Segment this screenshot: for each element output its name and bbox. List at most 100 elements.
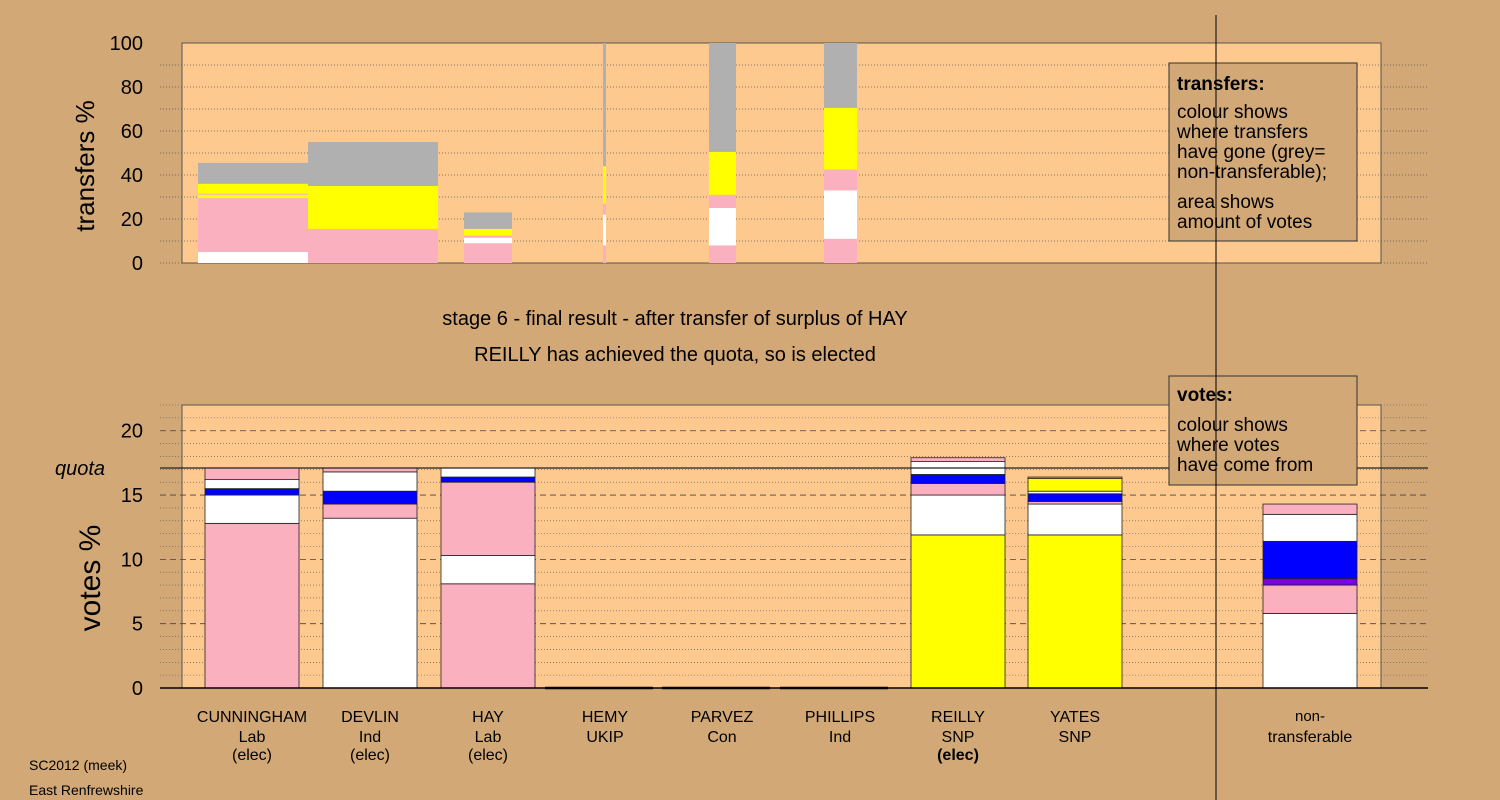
vote-bar-segment — [204, 488, 300, 496]
transfer-bar-segment — [308, 186, 438, 229]
votes-legend-line: have come from — [1177, 455, 1313, 476]
transfers-tick-label: 60 — [121, 121, 143, 143]
votes-legend-box — [1168, 375, 1358, 486]
vote-bar-segment — [440, 555, 536, 585]
transfers-legend-title: transfers: — [1177, 74, 1265, 95]
quota-label: quota — [55, 458, 105, 480]
vote-bar-segment — [1262, 513, 1358, 542]
transfer-bar-segment — [603, 203, 606, 215]
votes-legend-line: where votes — [1176, 435, 1279, 456]
votes-tick-label: 10 — [121, 549, 143, 571]
candidate-name-label: PHILLIPS — [805, 709, 875, 726]
vote-bar-segment — [910, 534, 1006, 689]
transfer-bar-segment — [709, 208, 736, 246]
vote-bar-segment — [440, 583, 536, 689]
vote-bar-segment — [204, 467, 300, 481]
transfers-tick-label: 0 — [132, 253, 143, 275]
transfers-legend-line: amount of votes — [1177, 212, 1312, 233]
vote-bar-segment — [440, 481, 536, 556]
vote-bar-segment — [1262, 540, 1358, 580]
votes-axis-label: votes % — [74, 525, 107, 632]
vote-bar-segment — [910, 494, 1006, 536]
transfers-legend-line: area shows — [1177, 192, 1274, 213]
vote-bar-segment — [1027, 503, 1123, 536]
transfer-bar-segment — [198, 198, 308, 252]
candidate-name-label: PARVEZ — [691, 709, 754, 726]
transfer-bar-segment — [464, 212, 512, 229]
candidate-name-label: HAY — [472, 709, 504, 726]
transfer-bar-segment — [824, 238, 857, 263]
vote-bar-segment — [322, 517, 418, 689]
vote-bar-segment — [1027, 477, 1123, 492]
vote-bar-segment — [204, 494, 300, 524]
candidate-party-label: Lab — [475, 729, 502, 746]
transfer-bar-segment — [464, 228, 512, 236]
vote-bar-segment — [322, 471, 418, 492]
transfer-bar-segment — [308, 142, 438, 186]
transfer-bar-segment — [709, 151, 736, 195]
candidate-name-label: YATES — [1050, 709, 1100, 726]
votes-tick-label: 15 — [121, 485, 143, 507]
candidate-name-label: transferable — [1268, 729, 1353, 746]
transfers-legend-box — [1168, 62, 1358, 242]
transfer-bar-segment — [198, 193, 308, 195]
candidate-name-label: non- — [1295, 708, 1325, 725]
vote-bar-segment — [910, 457, 1006, 462]
transfer-bar-segment — [603, 166, 606, 204]
transfer-bar-segment — [824, 169, 857, 191]
transfers-legend-line: where transfers — [1176, 122, 1308, 143]
transfer-bar-segment — [709, 43, 736, 152]
vote-bar-segment — [204, 479, 300, 490]
candidate-party-label: SNP — [1059, 729, 1092, 746]
transfers-panel: 0 20 40 60 80 100 transfers % transfers: colour … — [70, 33, 1428, 366]
transfers-legend-line: have gone (grey= — [1177, 142, 1325, 163]
votes-tick-label: 20 — [121, 421, 143, 443]
vote-bar-segment — [440, 476, 536, 483]
vote-bar-segment — [1262, 578, 1358, 586]
transfer-bar-segment — [824, 107, 857, 170]
candidate-party-label: Con — [707, 729, 736, 746]
candidate-party-label: UKIP — [586, 729, 623, 746]
candidate-status-label: (elec) — [232, 747, 272, 764]
vote-bar-segment — [322, 503, 418, 519]
candidate-status-label: (elec) — [937, 747, 979, 764]
chart-subtitle: REILLY has achieved the quota, so is ele… — [474, 344, 876, 366]
vote-bar-segment — [1262, 612, 1358, 689]
candidate-name-label: CUNNINGHAM — [197, 709, 307, 726]
transfer-bar-segment — [824, 43, 857, 108]
candidate-name-label: REILLY — [931, 709, 985, 726]
transfer-bar-segment — [198, 194, 308, 199]
candidate-party-label: Lab — [239, 729, 266, 746]
transfers-tick-label: 100 — [110, 33, 143, 55]
votes-tick-label: 0 — [132, 678, 143, 700]
transfers-legend-line: colour shows — [1177, 102, 1288, 123]
vote-bar-segment — [1262, 584, 1358, 614]
transfer-bar-segment — [824, 190, 857, 239]
vote-bar-segment — [1027, 476, 1123, 479]
source-note: SC2012 (meek) — [29, 757, 128, 773]
candidate-name-label: DEVLIN — [341, 709, 399, 726]
transfers-tick-label: 80 — [121, 77, 143, 99]
transfers-tick-label: 40 — [121, 165, 143, 187]
vote-bar-segment — [910, 483, 1006, 496]
transfer-bar-segment — [198, 183, 308, 194]
vote-bar-segment — [322, 490, 418, 505]
transfers-axis-label: transfers % — [70, 100, 100, 232]
vote-bar-segment — [204, 522, 300, 689]
vote-bar-segment — [440, 467, 536, 478]
vote-bar-segment — [1262, 503, 1358, 515]
transfers-tick-label: 20 — [121, 209, 143, 231]
chart-title: stage 6 - final result - after transfer … — [442, 308, 907, 330]
votes-legend-line: colour shows — [1177, 415, 1288, 436]
transfer-bar-segment — [198, 252, 308, 263]
transfer-bar-segment — [709, 245, 736, 263]
transfers-legend-line: non-transferable); — [1177, 162, 1327, 183]
candidate-party-label: Ind — [829, 729, 851, 746]
candidate-party-label: SNP — [942, 729, 975, 746]
transfer-bar-segment — [308, 228, 438, 263]
transfer-bar-segment — [603, 245, 606, 263]
vote-bar-segment — [1027, 493, 1123, 502]
